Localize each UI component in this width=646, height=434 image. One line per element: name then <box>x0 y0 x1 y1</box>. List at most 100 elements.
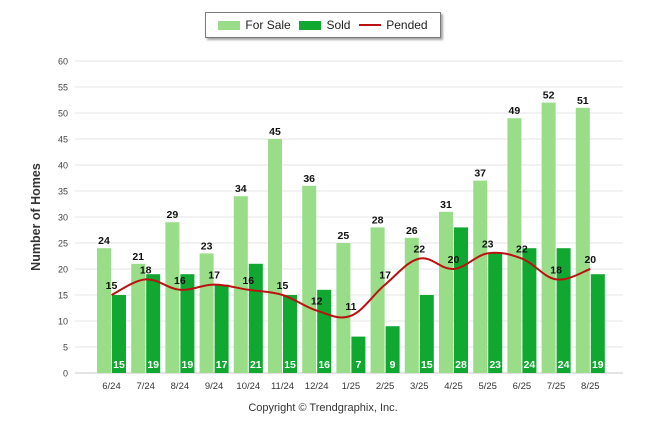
data-label-pended: 17 <box>208 270 220 282</box>
x-tick-label: 9/24 <box>205 381 224 392</box>
y-tick-label: 15 <box>58 291 68 301</box>
data-label-pended: 18 <box>140 264 152 276</box>
bar-sold <box>419 295 434 373</box>
data-label-pended: 15 <box>277 280 289 292</box>
data-label-sold: 15 <box>113 359 125 371</box>
bar-for-sale <box>404 237 419 373</box>
x-tick-label: 8/25 <box>581 381 600 392</box>
data-label-for-sale: 26 <box>406 225 418 237</box>
y-tick-label: 45 <box>58 135 68 145</box>
pended-swatch <box>359 24 382 26</box>
bar-for-sale <box>131 263 146 373</box>
x-tick-label: 6/25 <box>513 381 532 392</box>
x-tick-label: 3/25 <box>410 381 429 392</box>
y-tick-label: 55 <box>58 83 68 93</box>
y-axis-title: Number of Homes <box>29 163 43 271</box>
legend-label-sold: Sold <box>326 18 351 32</box>
bar-for-sale <box>473 180 488 373</box>
data-label-for-sale: 49 <box>509 105 521 117</box>
data-label-for-sale: 29 <box>167 209 179 221</box>
data-label-for-sale: 24 <box>98 235 110 247</box>
bar-for-sale <box>541 102 556 373</box>
bar-for-sale <box>268 139 282 373</box>
data-label-sold: 17 <box>216 359 228 371</box>
data-label-for-sale: 45 <box>269 126 281 138</box>
y-tick-label: 35 <box>58 187 68 197</box>
data-label-for-sale: 28 <box>372 214 384 226</box>
x-tick-label: 6/24 <box>102 381 121 392</box>
data-label-pended: 20 <box>584 254 596 266</box>
data-label-pended: 22 <box>413 244 425 256</box>
data-label-pended: 16 <box>174 275 186 287</box>
pended-line <box>111 251 591 319</box>
bar-sold <box>488 253 503 373</box>
bar-sold <box>522 248 537 373</box>
data-label-pended: 16 <box>242 275 254 287</box>
data-label-pended: 20 <box>448 254 460 266</box>
legend-label-pended: Pended <box>386 18 428 32</box>
bar-for-sale <box>199 253 214 373</box>
data-label-for-sale: 34 <box>235 183 247 195</box>
bar-sold <box>112 295 126 373</box>
y-tick-label: 60 <box>58 57 68 67</box>
bar-for-sale <box>507 118 522 373</box>
y-tick-label: 50 <box>58 109 68 119</box>
x-tick-label: 7/24 <box>136 381 155 392</box>
data-label-for-sale: 36 <box>303 173 315 185</box>
y-tick-label: 10 <box>58 317 68 327</box>
y-tick-label: 0 <box>63 369 68 379</box>
data-label-pended: 22 <box>516 244 528 256</box>
x-tick-label: 11/24 <box>271 381 294 392</box>
bar-sold <box>317 289 332 373</box>
data-label-for-sale: 23 <box>201 240 213 252</box>
data-label-sold: 21 <box>250 359 262 371</box>
data-label-sold: 24 <box>524 359 536 371</box>
bar-for-sale <box>370 227 385 373</box>
data-label-for-sale: 51 <box>577 95 589 107</box>
sold-swatch <box>299 20 322 30</box>
x-tick-label: 12/24 <box>305 381 329 392</box>
bar-sold <box>454 227 468 373</box>
data-label-pended: 17 <box>379 270 391 282</box>
x-tick-label: 4/25 <box>444 381 463 392</box>
data-label-sold: 28 <box>455 359 467 371</box>
x-tick-label: 1/25 <box>342 381 361 392</box>
data-label-for-sale: 25 <box>338 230 350 242</box>
bar-for-sale <box>336 243 351 373</box>
x-tick-label: 7/25 <box>547 381 566 392</box>
data-label-sold: 23 <box>489 359 501 371</box>
bar-for-sale <box>575 107 590 374</box>
bar-for-sale <box>233 196 248 373</box>
data-label-sold: 24 <box>558 359 570 371</box>
data-label-sold: 7 <box>355 359 361 371</box>
x-tick-label: 5/25 <box>478 381 497 392</box>
copyright-text: Copyright © Trendgraphix, Inc. <box>248 402 398 414</box>
x-tick-label: 8/24 <box>171 381 190 392</box>
legend-item-pended: Pended <box>359 18 428 32</box>
legend-item-sold: Sold <box>299 18 350 32</box>
data-label-pended: 15 <box>106 280 118 292</box>
y-tick-label: 40 <box>58 161 68 171</box>
y-tick-label: 20 <box>58 265 68 275</box>
legend: For Sale Sold Pended <box>205 12 441 38</box>
data-label-sold: 9 <box>390 359 396 371</box>
bar-for-sale <box>302 185 317 373</box>
y-tick-label: 25 <box>58 239 68 249</box>
data-label-pended: 11 <box>345 301 356 313</box>
bar-sold <box>590 274 605 373</box>
data-label-for-sale: 31 <box>440 199 452 211</box>
bar-for-sale <box>439 211 453 373</box>
legend-label-for-sale: For Sale <box>245 18 291 32</box>
for-sale-swatch <box>218 20 241 30</box>
y-tick-label: 30 <box>58 213 68 223</box>
bar-sold <box>351 336 366 373</box>
bar-sold <box>385 326 400 373</box>
data-label-for-sale: 37 <box>474 168 486 180</box>
data-label-sold: 19 <box>147 359 159 371</box>
data-label-pended: 18 <box>550 264 562 276</box>
bar-sold <box>283 295 297 373</box>
data-label-sold: 19 <box>182 359 194 371</box>
bar-sold <box>214 284 229 373</box>
